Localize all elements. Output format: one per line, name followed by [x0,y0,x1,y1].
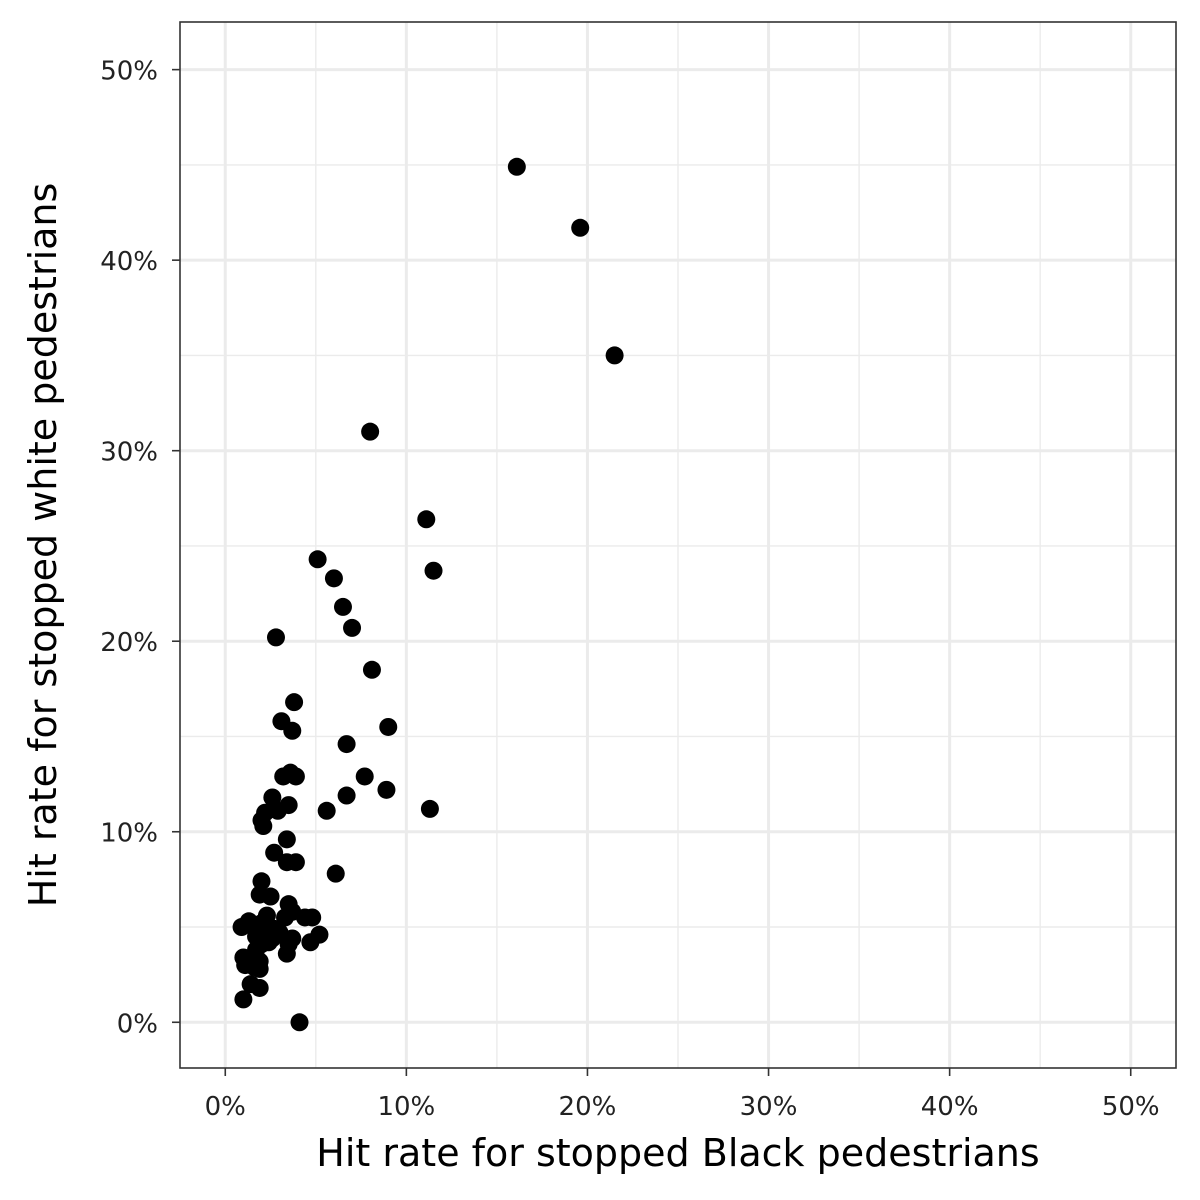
data-point [301,933,320,952]
data-point [277,830,296,849]
data-point [266,628,285,647]
x-tick-label: 20% [559,1092,617,1122]
plot-border [179,21,1177,1069]
minor-gridlines [180,22,1176,1068]
data-point [420,799,439,818]
data-point [362,660,381,679]
data-point [326,864,345,883]
data-point [605,346,624,365]
data-point [355,767,374,786]
data-point [337,735,356,754]
data-point [265,843,284,862]
y-axis-title: Hit rate for stopped white pedestrians [21,183,65,908]
data-points [232,157,624,1032]
data-point [252,872,271,891]
data-point [324,569,343,588]
y-tick-label: 0% [117,1009,158,1039]
y-axis: 0% 10% 20% 30% 40% 50% [100,57,180,1039]
data-point [261,887,280,906]
x-tick-label: 10% [377,1092,435,1122]
data-point [377,780,396,799]
data-point [250,959,269,978]
data-point [286,767,305,786]
data-point [232,918,251,937]
data-point [343,618,362,637]
data-point [417,510,436,529]
data-point [424,561,443,580]
y-tick-label: 40% [100,247,158,277]
data-point [379,717,398,736]
data-point [290,1013,309,1032]
data-point [254,817,273,836]
data-point [276,908,295,927]
data-point [303,908,322,927]
data-point [308,550,327,569]
data-point [234,990,253,1009]
data-point [361,422,380,441]
x-tick-label: 50% [1102,1092,1160,1122]
y-tick-label: 10% [100,819,158,849]
data-point [283,721,302,740]
data-point [571,218,590,237]
x-axis-title: Hit rate for stopped Black pedestrians [316,1131,1039,1175]
y-tick-label: 50% [100,57,158,87]
data-point [317,801,336,820]
x-tick-label: 30% [740,1092,798,1122]
y-tick-label: 30% [100,438,158,468]
x-tick-label: 0% [205,1092,246,1122]
data-point [507,157,526,176]
data-point [337,786,356,805]
data-point [286,853,305,872]
x-tick-label: 40% [921,1092,979,1122]
data-point [285,693,304,712]
y-tick-label: 20% [100,628,158,658]
major-gridlines [180,22,1176,1068]
data-point [250,978,269,997]
x-axis: 0% 10% 20% 30% 40% 50% [205,1068,1160,1122]
data-point [277,944,296,963]
data-point [333,597,352,616]
